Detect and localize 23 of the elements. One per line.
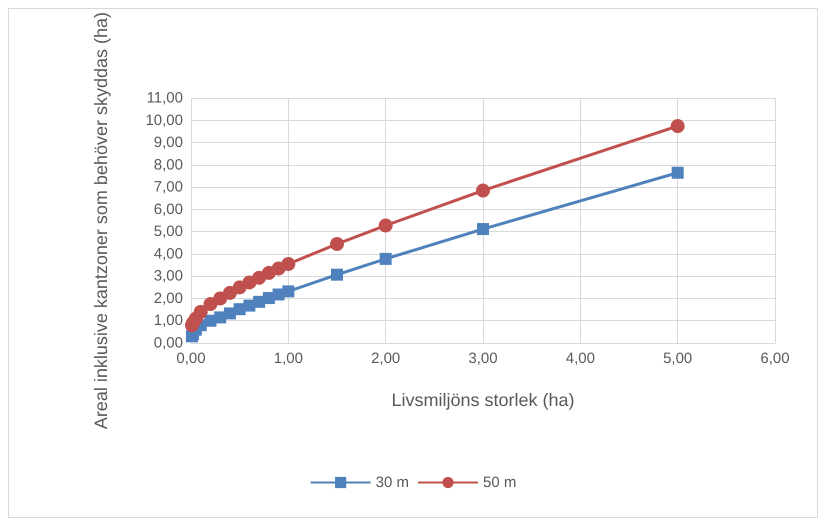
- x-tick-label: 6,00: [760, 350, 790, 367]
- y-tick-label: 1,00: [154, 312, 183, 330]
- x-tick-label: 1,00: [274, 350, 303, 367]
- legend-label: 30 m: [376, 474, 410, 491]
- x-tick-label: 0,00: [176, 350, 206, 367]
- y-tick-label: 5,00: [154, 223, 183, 240]
- legend-label: 50 m: [483, 474, 516, 491]
- y-tick-label: 4,00: [154, 245, 183, 262]
- x-tick-label: 2,00: [371, 350, 400, 367]
- x-tick-label: 5,00: [663, 350, 692, 367]
- y-tick-label: 8,00: [154, 156, 183, 174]
- y-tick-label: 11,00: [146, 90, 183, 107]
- y-tick-label: 3,00: [154, 268, 183, 285]
- y-tick-label: 6,00: [154, 200, 183, 218]
- y-axis-title: Areal inklusive kantzoner som behöver skyddas (ha): [91, 12, 111, 430]
- y-tick-label: 0,00: [154, 334, 183, 352]
- x-tick-label: 4,00: [566, 350, 595, 367]
- x-axis-title: Livsmiljöns storlek (ha): [391, 390, 575, 410]
- y-tick-label: 7,00: [154, 178, 183, 196]
- y-tick-label: 2,00: [154, 290, 183, 307]
- y-tick-label: 10,00: [145, 112, 183, 129]
- y-tick-label: 9,00: [154, 134, 183, 152]
- x-tick-label: 3,00: [468, 350, 498, 367]
